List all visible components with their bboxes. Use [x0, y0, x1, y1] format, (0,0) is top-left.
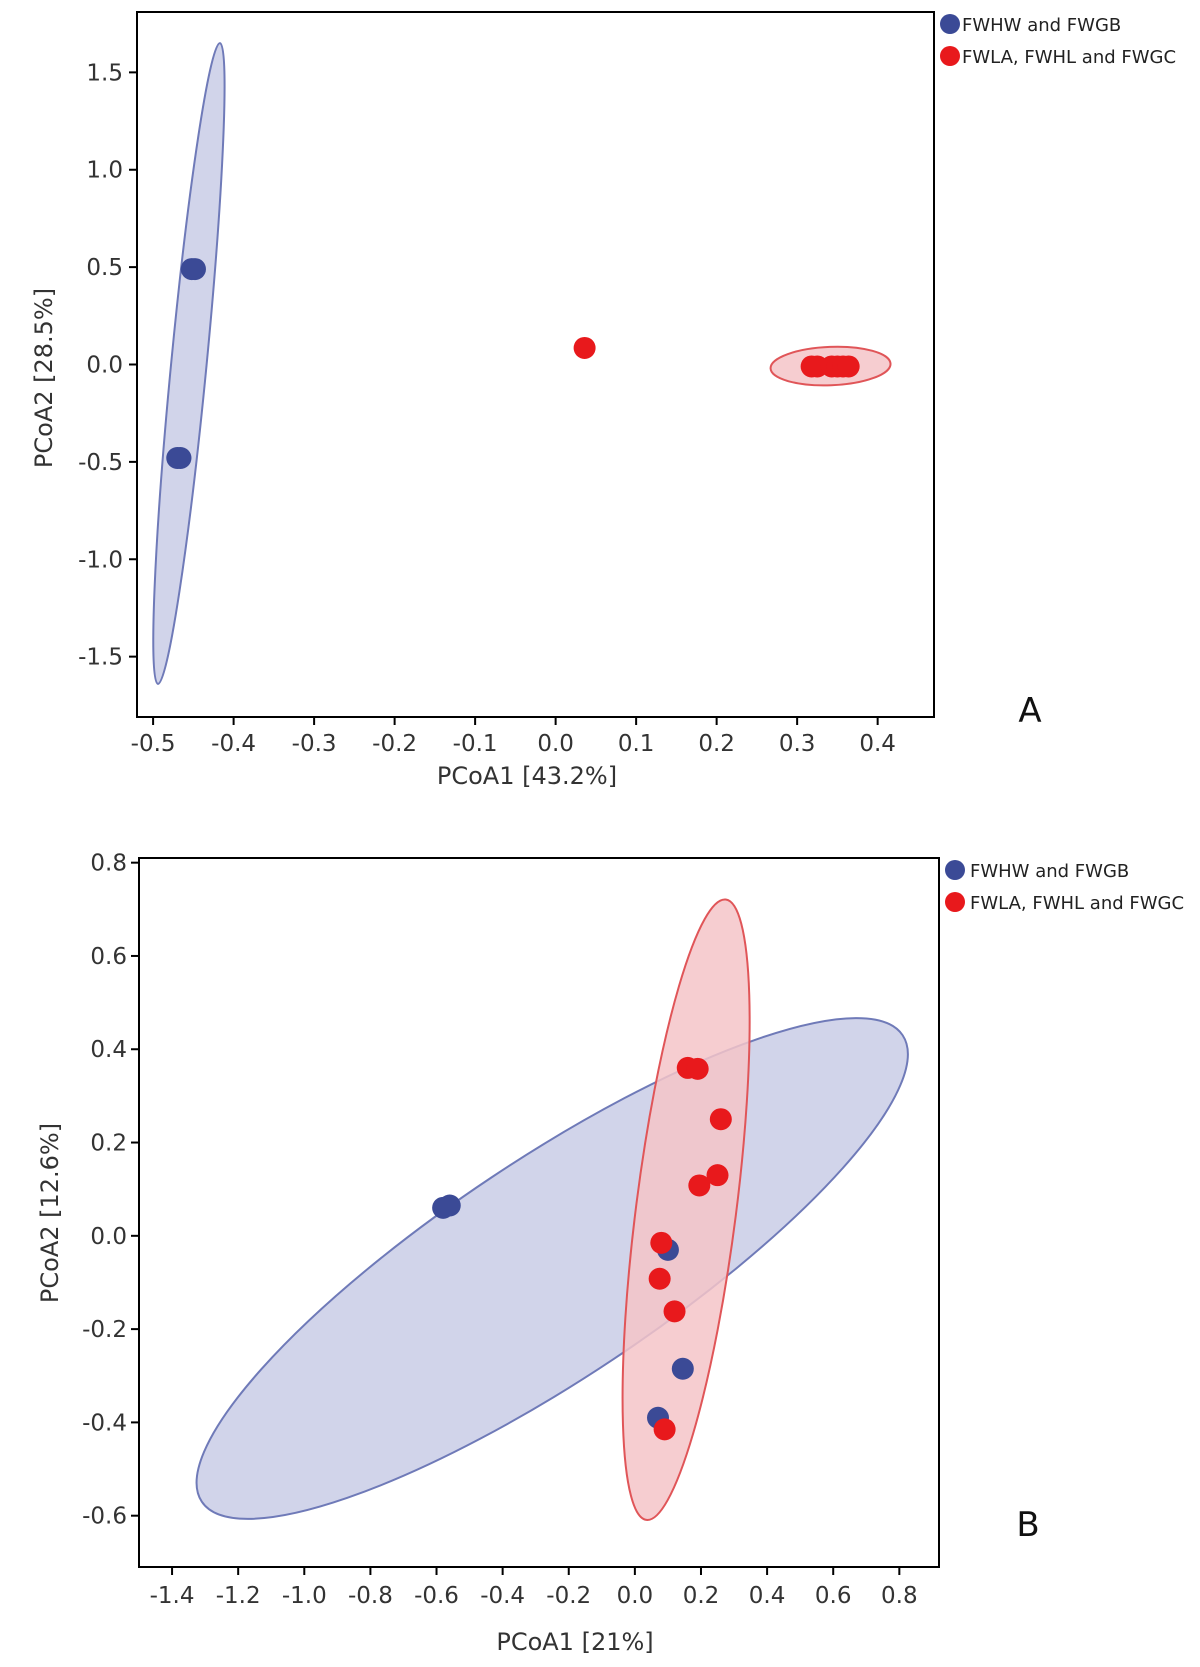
panel-b-y-tick-label: 0.2	[90, 1131, 127, 1157]
panel-a-x-tick-label: 0.2	[698, 731, 735, 757]
panel-a-x-tick-label: 0.0	[537, 731, 574, 757]
panel-b-series-2-point-8	[663, 1300, 686, 1323]
panel-a-letter: A	[1018, 691, 1041, 731]
panel-b-letter: B	[1016, 1505, 1039, 1545]
panel-a-y-tick-label: -1.5	[78, 645, 123, 671]
panel-a-series-1-point-4	[166, 446, 189, 469]
panel-a-y-tick-label: -0.5	[78, 450, 123, 476]
panel-b-x-tick-label: -0.6	[414, 1583, 459, 1609]
panel-a-x-tick-label: 0.4	[859, 731, 896, 757]
panel-b-legend-marker-1	[945, 860, 965, 880]
panel-b-y-tick-label: -0.4	[82, 1410, 127, 1436]
panel-a-legend-marker-2	[940, 46, 960, 66]
panel-b-x-tick-label: 0.4	[749, 1583, 786, 1609]
panel-a-x-tick-label: -0.4	[211, 731, 256, 757]
panel-a-y-tick-label: -1.0	[78, 547, 123, 573]
panel-b-series-2-point-4	[706, 1164, 729, 1187]
panel-a-ellipses	[152, 42, 892, 685]
panel-a-series-2-point-1	[573, 336, 596, 359]
panel-b-points	[432, 1056, 732, 1441]
panel-b-legend-label-1: FWHW and FWGB	[970, 861, 1129, 882]
panel-b-y-tick-label: -0.2	[82, 1317, 127, 1343]
panel-a-x-axis-title: PCoA1 [43.2%]	[437, 762, 617, 790]
panel-b-ellipse-2	[621, 898, 751, 1521]
panel-a-y-axis-title: PCoA2 [28.5%]	[30, 288, 58, 468]
panel-b-series-2-point-3	[709, 1108, 732, 1131]
panel-b-x-tick-label: -0.8	[348, 1583, 393, 1609]
panel-b-x-tick-label: -0.4	[480, 1583, 525, 1609]
panel-a-x-tick-label: -0.1	[453, 731, 498, 757]
panel-b-x-ticks: -1.4 -1.2 -1.0 -0.8 -0.6 -0.4 -0.2 0.0 0.2 0.4 0.6…	[150, 1567, 918, 1609]
panel-a-legend-label-2: FWLA, FWHL and FWGC	[962, 47, 1176, 68]
panel-b-ellipses	[195, 898, 909, 1521]
panel-b-legend-marker-2	[945, 892, 965, 912]
panel-a-legend-label-1: FWHW and FWGB	[962, 15, 1121, 36]
panel-a-x-tick-label: -0.2	[372, 731, 417, 757]
panel-a-y-tick-label: 1.5	[86, 60, 123, 86]
panel-b-y-axis-title: PCoA2 [12.6%]	[36, 1123, 64, 1303]
panel-a-x-ticks: -0.5 -0.4 -0.3 -0.2 -0.1 0.0 0.1 0.2 0.3 0.4	[131, 717, 896, 757]
panel-a-y-tick-label: 0.0	[86, 353, 123, 379]
panel-b: -1.4 -1.2 -1.0 -0.8 -0.6 -0.4 -0.2 0.0 0.2 0.4 0.6…	[36, 851, 1184, 1656]
panel-b-y-tick-label: 0.4	[90, 1037, 127, 1063]
panel-a-y-ticks: 1.5 1.0 0.5 0.0 -0.5 -1.0 -1.5	[78, 60, 137, 671]
panel-a-ellipse-1	[152, 42, 226, 685]
panel-b-y-tick-label: 0.6	[90, 944, 127, 970]
panel-b-series-2-point-6	[650, 1231, 673, 1254]
panel-a-points	[166, 258, 860, 469]
panel-a-y-tick-label: 1.0	[86, 158, 123, 184]
panel-b-y-tick-label: 0.0	[90, 1224, 127, 1250]
panel-a-series-1-point-2	[180, 258, 203, 281]
panel-a-y-tick-label: 0.5	[86, 255, 123, 281]
panel-b-y-ticks: 0.8 0.6 0.4 0.2 0.0 -0.2 -0.4 -0.6	[82, 851, 139, 1530]
panel-a-legend-marker-1	[940, 14, 960, 34]
panel-a-x-tick-label: -0.3	[292, 731, 337, 757]
panel-b-series-1-point-2	[438, 1194, 461, 1217]
panel-b-x-tick-label: -1.0	[282, 1583, 327, 1609]
panel-b-series-2-point-9	[653, 1418, 676, 1441]
panel-b-ellipse-1	[195, 1017, 909, 1520]
panel-b-x-tick-label: 0.8	[881, 1583, 918, 1609]
panel-b-series-2-point-5	[688, 1174, 711, 1197]
panel-b-legend-label-2: FWLA, FWHL and FWGC	[970, 893, 1184, 914]
panel-b-y-tick-label: -0.6	[82, 1504, 127, 1530]
panel-a-series-2-point-7	[837, 355, 860, 378]
panel-b-series-1-point-4	[671, 1357, 694, 1380]
panel-b-plot-frame	[138, 857, 940, 1568]
panel-b-series-2-point-7	[648, 1267, 671, 1290]
panel-b-x-tick-label: -1.2	[216, 1583, 261, 1609]
panel-b-x-axis-title: PCoA1 [21%]	[496, 1628, 653, 1656]
panel-b-series-2-point-2	[686, 1057, 709, 1080]
panel-b-x-tick-label: -0.2	[546, 1583, 591, 1609]
panel-b-y-tick-label: 0.8	[90, 851, 127, 877]
panel-a-legend: FWHW and FWGB FWLA, FWHL and FWGC	[940, 14, 1176, 68]
panel-b-x-tick-label: 0.0	[617, 1583, 654, 1609]
panel-a-x-tick-label: -0.5	[131, 731, 176, 757]
panel-b-x-tick-label: 0.6	[815, 1583, 852, 1609]
panel-b-x-tick-label: -1.4	[150, 1583, 195, 1609]
panel-b-x-tick-label: 0.2	[683, 1583, 720, 1609]
panel-b-legend: FWHW and FWGB FWLA, FWHL and FWGC	[945, 860, 1184, 914]
panel-a: -0.5 -0.4 -0.3 -0.2 -0.1 0.0 0.1 0.2 0.3 0.4 1.51…	[30, 11, 1176, 790]
panel-a-x-tick-label: 0.1	[618, 731, 655, 757]
panel-a-x-tick-label: 0.3	[779, 731, 816, 757]
